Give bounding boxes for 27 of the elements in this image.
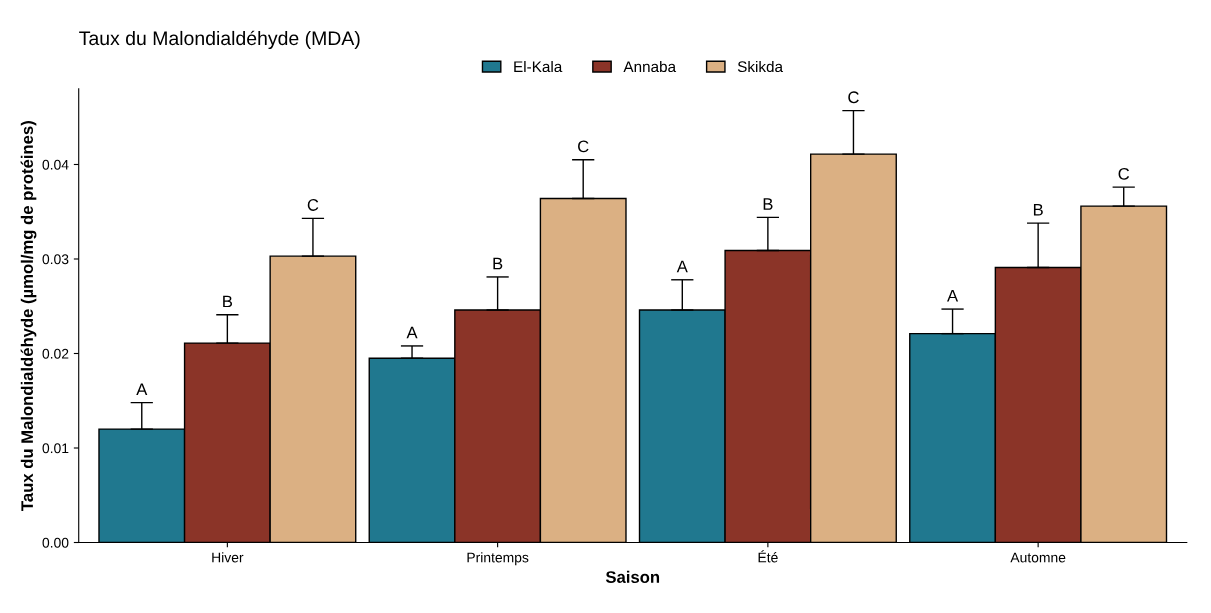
x-tick-label: Hiver — [212, 552, 244, 563]
legend-label: Skikda — [737, 60, 784, 73]
data-label: B — [223, 295, 233, 308]
legend-label: Annaba — [623, 60, 677, 73]
data-label: A — [676, 260, 688, 273]
data-label: A — [947, 289, 959, 302]
x-tick-label: Printemps — [467, 552, 529, 566]
data-label: C — [578, 140, 589, 153]
y-tick-label: 0.02 — [42, 348, 69, 359]
y-tick-label: 0.03 — [42, 254, 69, 265]
y-tick-label: 0.01 — [42, 443, 69, 454]
x-tick-label: Été — [758, 550, 778, 563]
chart-title: Taux du Malondialdéhyde (MDA) — [79, 30, 360, 50]
data-label: B — [493, 257, 503, 270]
data-label: B — [763, 198, 773, 210]
x-axis-title: Saison — [605, 570, 660, 583]
y-axis-title: Taux du Malondialdéhyde (µmol/mg de protéines) — [20, 121, 37, 511]
data-label: C — [307, 199, 319, 211]
data-label: A — [406, 326, 418, 339]
data-label: B — [1033, 203, 1043, 216]
data-label: A — [136, 383, 148, 396]
y-tick-label: 0.04 — [42, 159, 69, 170]
data-label: C — [848, 91, 859, 104]
data-label: C — [1118, 167, 1130, 180]
x-tick-label: Automne — [1010, 552, 1066, 563]
legend-label: El-Kala — [514, 60, 563, 73]
y-tick-label: 0.00 — [42, 537, 69, 548]
